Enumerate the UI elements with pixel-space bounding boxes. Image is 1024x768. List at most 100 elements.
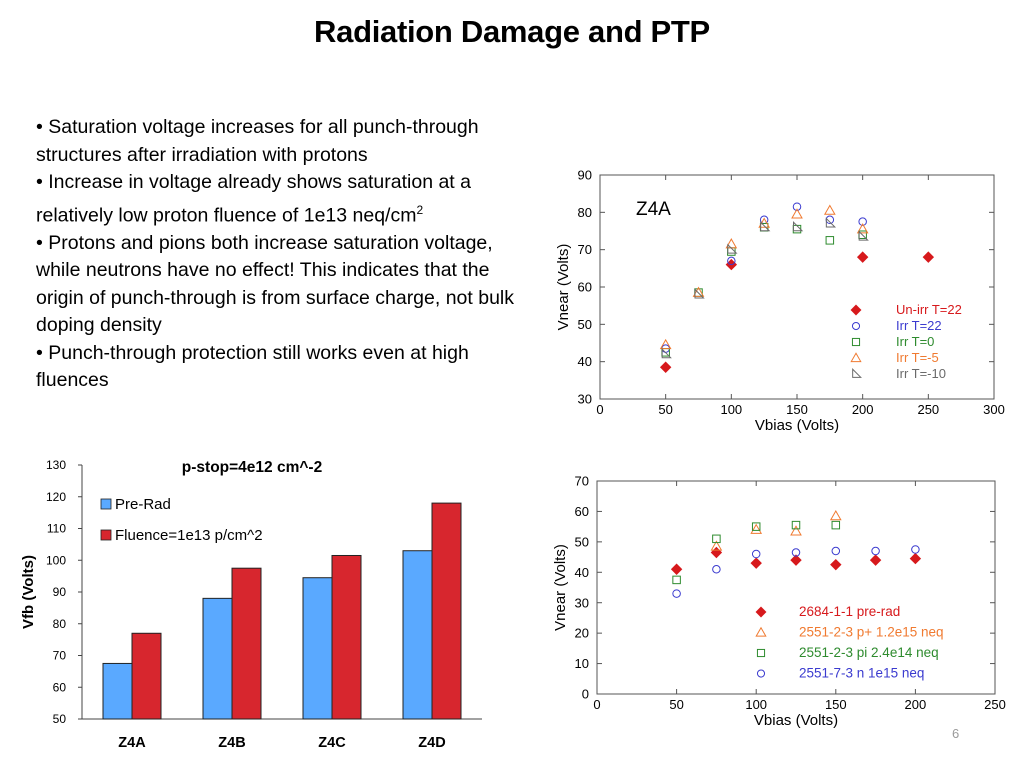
- data-point-diamond: [790, 554, 802, 566]
- category-label: Z4B: [218, 735, 245, 751]
- bar-fluence: [231, 567, 262, 720]
- data-point-triangle: [791, 208, 803, 219]
- data-point-corner: [760, 221, 771, 232]
- bar-fluence: [431, 502, 462, 720]
- legend: 2684-1-1 pre-rad 2551-2-3 p+ 1.2e15 neq 25…: [755, 604, 944, 681]
- bar-pre-rad: [102, 662, 133, 720]
- x-tick-label: 200: [852, 402, 874, 417]
- data-point-triangle: [856, 223, 869, 234]
- superscript: 2: [416, 202, 424, 217]
- data-point-triangle: [823, 204, 836, 215]
- x-tick-label: 0: [596, 402, 603, 417]
- y-tick-label: 30: [578, 392, 592, 407]
- series-circle: [672, 545, 920, 598]
- data-point-diamond: [856, 251, 869, 263]
- data-point-circle: [751, 549, 761, 559]
- x-axis-label: Vbias (Volts): [754, 712, 838, 729]
- data-point-triangle: [710, 540, 723, 551]
- y-axis-label: Vfb (Volts): [20, 555, 37, 629]
- bar-pre-rad: [202, 597, 233, 720]
- data-point-corner: [825, 217, 837, 228]
- data-point-corner: [694, 288, 705, 299]
- y-tick-label: 60: [575, 504, 589, 519]
- data-point-circle: [911, 545, 920, 554]
- y-tick-label: 50: [575, 534, 589, 549]
- data-point-circle: [672, 589, 681, 598]
- data-point-corner: [852, 368, 862, 378]
- x-tick-label: 300: [983, 402, 1005, 417]
- data-point-triangle: [850, 352, 862, 363]
- y-tick-label: 40: [578, 354, 592, 369]
- legend-label: Irr T=-10: [896, 366, 946, 381]
- legend-label: Irr T=-5: [896, 350, 939, 365]
- y-tick-label: 90: [578, 168, 592, 183]
- data-point-square: [851, 337, 861, 347]
- series-diamond: [659, 251, 935, 373]
- data-point-diamond: [830, 558, 842, 571]
- legend-label: Irr T=0: [896, 334, 934, 349]
- data-point-circle: [712, 564, 721, 574]
- data-point-diamond: [850, 304, 862, 316]
- y-tick-label: 50: [578, 317, 592, 332]
- x-tick-label: 200: [905, 697, 927, 712]
- bullet-item: • Increase in voltage already shows satu…: [36, 169, 531, 230]
- y-tick-label: 130: [46, 458, 66, 472]
- y-tick-label: 60: [578, 280, 592, 295]
- data-point-triangle: [755, 626, 767, 637]
- chart-title: Z4A: [636, 199, 671, 220]
- category-label: Z4C: [318, 735, 346, 751]
- y-axis-label: Vnear (Volts): [555, 244, 572, 331]
- x-axis-label: Vbias (Volts): [755, 417, 839, 434]
- legend: Pre-Rad Fluence=1e13 p/cm^2: [100, 496, 263, 544]
- data-point-triangle: [692, 286, 705, 297]
- data-point-square: [756, 648, 766, 658]
- x-tick-label: 150: [786, 402, 808, 417]
- x-tick-label: 0: [593, 697, 600, 712]
- series-corner: [661, 217, 869, 359]
- legend-label: 2684-1-1 pre-rad: [799, 604, 900, 619]
- data-point-square: [825, 236, 835, 245]
- category-label: Z4D: [418, 735, 445, 751]
- legend-label: Un-irr T=22: [896, 302, 962, 317]
- y-tick-label: 0: [582, 687, 589, 702]
- data-point-circle: [727, 256, 736, 266]
- legend-label: 2551-7-3 n 1e15 neq: [799, 666, 924, 681]
- slide-title: Radiation Damage and PTP: [314, 14, 710, 49]
- x-tick-label: 250: [984, 697, 1006, 712]
- data-point-diamond: [659, 361, 672, 373]
- data-point-diamond: [869, 554, 882, 566]
- data-point-diamond: [909, 552, 922, 565]
- data-point-diamond: [710, 546, 723, 559]
- y-tick-label: 110: [47, 522, 66, 536]
- data-point-corner: [727, 243, 738, 254]
- data-point-triangle: [750, 523, 763, 534]
- bar-pre-rad: [402, 550, 433, 720]
- data-point-square: [751, 522, 761, 531]
- legend-label: 2551-2-3 pi 2.4e14 neq: [799, 645, 939, 660]
- bullet-list: • Saturation voltage increases for all p…: [36, 114, 531, 395]
- data-point-circle: [871, 546, 880, 556]
- data-point-diamond: [750, 557, 762, 569]
- data-point-square: [672, 575, 681, 585]
- series-triangle: [659, 204, 869, 350]
- series-diamond: [670, 546, 922, 575]
- series-square: [661, 223, 867, 357]
- legend-swatch: [100, 529, 112, 541]
- data-point-circle: [792, 202, 802, 211]
- bullet-item: • Protons and pions both increase satura…: [36, 231, 515, 337]
- data-point-square: [792, 224, 802, 234]
- x-tick-label: 100: [745, 697, 767, 712]
- legend-label: Pre-Rad: [115, 496, 171, 513]
- y-tick-label: 60: [53, 680, 67, 694]
- x-tick-label: 50: [669, 697, 683, 712]
- bullet-item: • Punch-through protection still works e…: [36, 341, 469, 392]
- vnear-scatter-chart: 0 50 100 150 200 250 0 10 20 30 40 50 60 70 Vbias (Vol…: [552, 474, 1006, 729]
- y-tick-label: 30: [575, 595, 589, 610]
- x-tick-label: 150: [825, 697, 847, 712]
- bullet-item: • Saturation voltage increases for all p…: [36, 116, 479, 166]
- y-tick-label: 70: [575, 474, 589, 489]
- data-point-square: [791, 520, 801, 530]
- vfb-bar-chart: 50 60 70 80 90 100 110 120 130 Vfb (Volts) p-stop=…: [20, 458, 482, 751]
- y-tick-label: 80: [578, 205, 592, 220]
- data-point-circle: [858, 217, 867, 226]
